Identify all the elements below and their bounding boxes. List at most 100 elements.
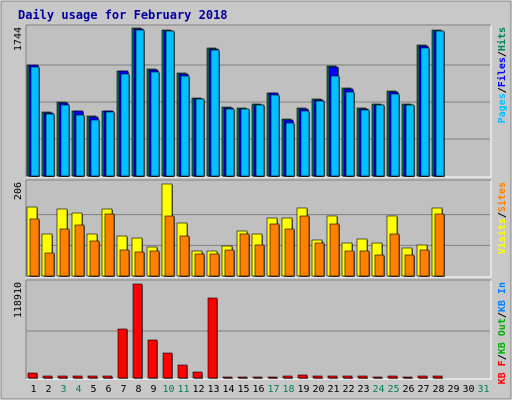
bar-pages-day-10 <box>165 30 175 177</box>
bar-kb-f-day-21 <box>327 375 338 379</box>
bar-kb-f-day-25 <box>387 375 398 379</box>
panel-3-background <box>25 279 492 380</box>
bar-sites-day-1 <box>29 218 40 277</box>
bar-pages-day-17 <box>270 94 280 177</box>
bar-kb-f-day-11 <box>177 364 188 379</box>
legend-entry: Pages <box>497 93 508 123</box>
bar-kb-f-day-9 <box>147 339 158 379</box>
day-label-16: 16 <box>252 384 264 395</box>
day-label-5: 5 <box>90 384 96 395</box>
bar-kb-f-day-3 <box>57 375 68 379</box>
day-label-17: 17 <box>267 384 279 395</box>
legend-entry: Hits <box>496 27 508 51</box>
bar-pages-day-25 <box>390 93 400 177</box>
bar-kb-f-day-2 <box>42 375 53 379</box>
bar-kb-f-day-5 <box>87 375 98 379</box>
day-label-30: 30 <box>462 384 474 395</box>
bar-shadow <box>254 378 263 379</box>
day-label-10: 10 <box>162 384 174 395</box>
day-label-26: 26 <box>402 384 414 395</box>
legend-entry: Sites <box>496 182 508 212</box>
bar-sites-day-7 <box>119 249 130 277</box>
bar-sites-day-25 <box>389 233 400 277</box>
legend-entry: / <box>497 51 508 57</box>
day-label-15: 15 <box>237 384 249 395</box>
day-label-12: 12 <box>192 384 204 395</box>
bar-kb-f-day-8 <box>132 283 143 379</box>
bar-pages-day-13 <box>210 49 220 177</box>
day-label-11: 11 <box>177 384 189 395</box>
bar-sites-day-2 <box>44 252 55 277</box>
bar-pages-day-3 <box>60 104 70 177</box>
bar-sites-day-13 <box>209 253 220 277</box>
bar-kb-f-day-16 <box>252 376 263 379</box>
legend-entry: / <box>497 212 508 218</box>
bar-kb-f-day-13 <box>207 297 218 379</box>
day-label-19: 19 <box>297 384 309 395</box>
bar-sites-day-21 <box>329 223 340 277</box>
bar-pages-day-1 <box>30 66 40 177</box>
bar-pages-day-7 <box>120 73 130 177</box>
bar-kb-f-day-18 <box>282 375 293 379</box>
day-label-31: 31 <box>477 384 489 395</box>
bar-pages-day-18 <box>285 122 295 177</box>
bar-kb-f-day-14 <box>222 376 233 379</box>
day-label-2: 2 <box>45 384 51 395</box>
bar-kb-f-day-15 <box>237 376 248 379</box>
day-label-22: 22 <box>342 384 354 395</box>
day-label-28: 28 <box>432 384 444 395</box>
bar-sites-day-27 <box>419 249 430 277</box>
bar-sites-day-23 <box>359 250 370 277</box>
bar-kb-f-day-6 <box>102 375 113 379</box>
bar-pages-day-5 <box>90 119 100 177</box>
bar-pages-day-11 <box>180 75 190 177</box>
bar-sites-day-4 <box>74 224 85 277</box>
bar-shadow <box>404 378 413 379</box>
bar-pages-day-26 <box>405 104 415 177</box>
panel-2-legend: Visits/Sites <box>496 182 508 254</box>
day-label-8: 8 <box>135 384 141 395</box>
panel-3-ytick: 118910 <box>13 282 24 318</box>
bar-sites-day-26 <box>404 254 415 277</box>
panel-2-ytick: 206 <box>13 182 24 200</box>
day-label-1: 1 <box>30 384 36 395</box>
bar-shadow <box>374 378 383 379</box>
day-label-13: 13 <box>207 384 219 395</box>
day-label-23: 23 <box>357 384 369 395</box>
bar-pages-day-24 <box>375 104 385 177</box>
day-label-27: 27 <box>417 384 429 395</box>
day-label-9: 9 <box>150 384 156 395</box>
day-label-21: 21 <box>327 384 339 395</box>
bar-kb-f-day-12 <box>192 371 203 379</box>
bar-pages-day-20 <box>315 100 325 177</box>
day-label-6: 6 <box>105 384 111 395</box>
bar-sites-day-12 <box>194 253 205 277</box>
bar-kb-f-day-27 <box>417 375 428 379</box>
bar-kb-f-day-22 <box>342 375 353 379</box>
bar-shadow <box>239 378 248 379</box>
bar-pages-day-27 <box>420 47 430 177</box>
bar-pages-day-12 <box>195 98 205 177</box>
bar-pages-day-19 <box>300 110 310 177</box>
bar-shadow <box>224 378 233 379</box>
day-label-24: 24 <box>372 384 384 395</box>
bar-pages-day-28 <box>435 30 445 177</box>
bar-sites-day-16 <box>254 244 265 277</box>
bar-pages-day-14 <box>225 108 235 177</box>
legend-entry: KB F <box>497 360 508 384</box>
bar-pages-day-21 <box>330 75 340 177</box>
panel-1-legend: Pages/Files/Hits <box>496 27 508 123</box>
bar-sites-day-6 <box>104 213 115 277</box>
bar-pages-day-9 <box>150 71 160 177</box>
bar-sites-day-19 <box>299 215 310 277</box>
day-label-7: 7 <box>120 384 126 395</box>
legend-entry: / <box>497 354 508 360</box>
bar-kb-f-day-19 <box>297 374 308 379</box>
bar-kb-f-day-1 <box>27 372 38 379</box>
bar-pages-day-8 <box>135 29 145 177</box>
bar-sites-day-10 <box>164 215 175 277</box>
day-label-3: 3 <box>60 384 66 395</box>
day-label-14: 14 <box>222 384 234 395</box>
